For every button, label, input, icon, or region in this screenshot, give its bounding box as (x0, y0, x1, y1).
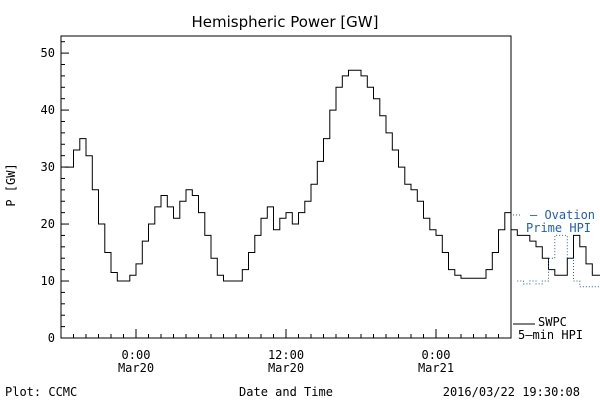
y-tick-label: 10 (41, 274, 55, 288)
legend-swpc-label-2: 5–min HPI (518, 328, 583, 342)
plot-frame (60, 35, 512, 339)
legend-ovation-label-2: Prime HPI (526, 221, 591, 235)
y-tick-label: 0 (48, 331, 55, 345)
x-tick-label-time: 0:00 (122, 348, 151, 362)
series-swpc-line (64, 69, 600, 282)
series-ovation-line (517, 234, 600, 288)
x-tick-label-time: 0:00 (422, 348, 451, 362)
x-tick-label-date: Mar21 (418, 361, 454, 375)
legend-ovation-label-1: – Ovation (530, 208, 595, 222)
y-tick-label: 40 (41, 103, 55, 117)
x-axis-label: Date and Time (239, 385, 333, 399)
series-layer (64, 69, 600, 288)
legend-swpc-label-1: SWPC (538, 315, 567, 329)
chart-title: Hemispheric Power [GW] (192, 13, 379, 31)
footer-source: Plot: CCMC (5, 385, 77, 399)
y-tick-label: 20 (41, 217, 55, 231)
x-tick-label-date: Mar20 (118, 361, 154, 375)
x-tick-label-date: Mar20 (268, 361, 304, 375)
y-axis-ticks: 0 10 20 30 40 50 (41, 41, 69, 345)
y-tick-label: 50 (41, 46, 55, 60)
footer-timestamp: 2016/03/22 19:30:08 (443, 385, 580, 399)
y-tick-label: 30 (41, 160, 55, 174)
y-axis-label: P [GW] (4, 163, 18, 206)
x-tick-label-time: 12:00 (268, 348, 304, 362)
